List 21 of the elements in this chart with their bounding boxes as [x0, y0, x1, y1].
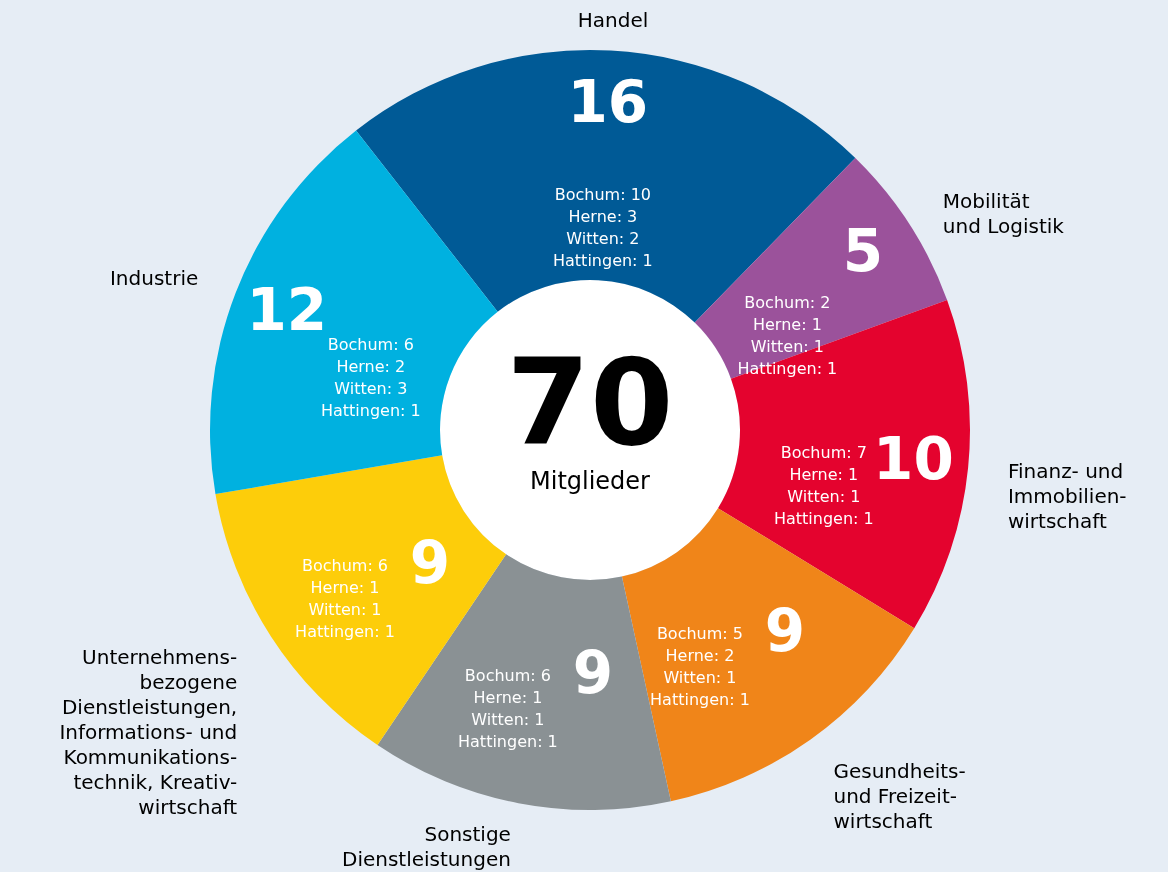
data-label: 10 [873, 425, 954, 494]
text: Mitglieder [530, 467, 651, 495]
slice-label: Mobilität und Logistik [942, 189, 1065, 239]
text: Bochum: 10 Herne: 3 Witten: 2 Hattingen: 1 [553, 185, 653, 271]
slice-label: Finanz- und Immobilien- wirtschaft [1007, 458, 1127, 533]
slice-label: Handel [577, 7, 649, 32]
slice-label: Industrie [109, 265, 199, 290]
data-label: 9 [764, 596, 806, 665]
slice-label: Gesundheits- und Freizeit- wirtschaft [833, 759, 966, 834]
slice-label: Sonstige Dienstleistungen [341, 822, 511, 871]
data-label: 9 [572, 638, 614, 707]
data-label: 5 [842, 216, 884, 285]
text: Bochum: 2 Herne: 1 Witten: 1 Hattingen: 1 [737, 292, 838, 378]
donut-slice [210, 130, 498, 495]
data-label: 16 [567, 68, 649, 137]
text: Bochum: 5 Herne: 2 Witten: 1 Hattingen: 1 [650, 623, 750, 709]
text: Bochum: 6 Herne: 1 Witten: 1 Hattingen: 1 [295, 555, 395, 641]
text: Bochum: 7 Herne: 1 Witten: 1 Hattingen: 1 [773, 443, 874, 529]
text: Bochum: 6 Herne: 1 Witten: 1 Hattingen: 1 [458, 665, 558, 751]
slice-label: Unternehmens- bezogene Dienstleistungen, Informations- und Kommunikations- technik, Kreativ- wirtschaft [59, 644, 238, 819]
data-label: 9 [409, 528, 451, 597]
